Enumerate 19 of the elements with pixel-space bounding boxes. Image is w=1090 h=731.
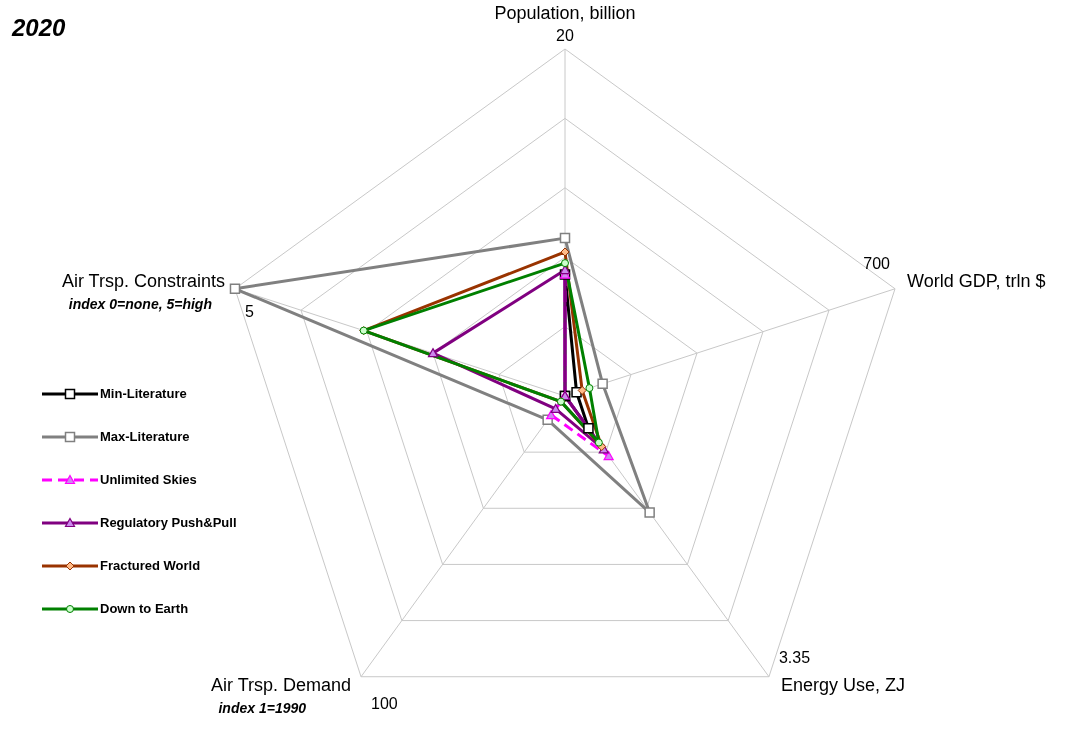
- text: 700: [863, 254, 891, 272]
- legend-label: Regulatory Push&Pull: [100, 515, 237, 530]
- chart-title: 2020: [11, 14, 67, 41]
- legend-label: Max-Literature: [100, 429, 190, 444]
- text: 3.35: [778, 648, 811, 666]
- legend-label: Unlimited Skies: [100, 472, 197, 487]
- text: 20: [556, 27, 574, 44]
- text: index 1=1990: [218, 699, 307, 716]
- text: index 0=none, 5=high: [68, 295, 212, 312]
- spoke-label: Energy Use, ZJ: [780, 674, 906, 695]
- spoke-label: World GDP, trln $: [907, 270, 1046, 291]
- spoke-label: Population, billion: [494, 3, 636, 23]
- spoke-label: Air Trsp. Constraints: [61, 270, 225, 291]
- legend-label: Min-Literature: [100, 386, 187, 401]
- text: 5: [244, 302, 254, 320]
- legend-label: Fractured World: [100, 558, 201, 573]
- spoke-label: Air Trsp. Demand: [210, 674, 352, 695]
- text: 100: [371, 694, 398, 712]
- legend-label: Down to Earth: [100, 601, 189, 616]
